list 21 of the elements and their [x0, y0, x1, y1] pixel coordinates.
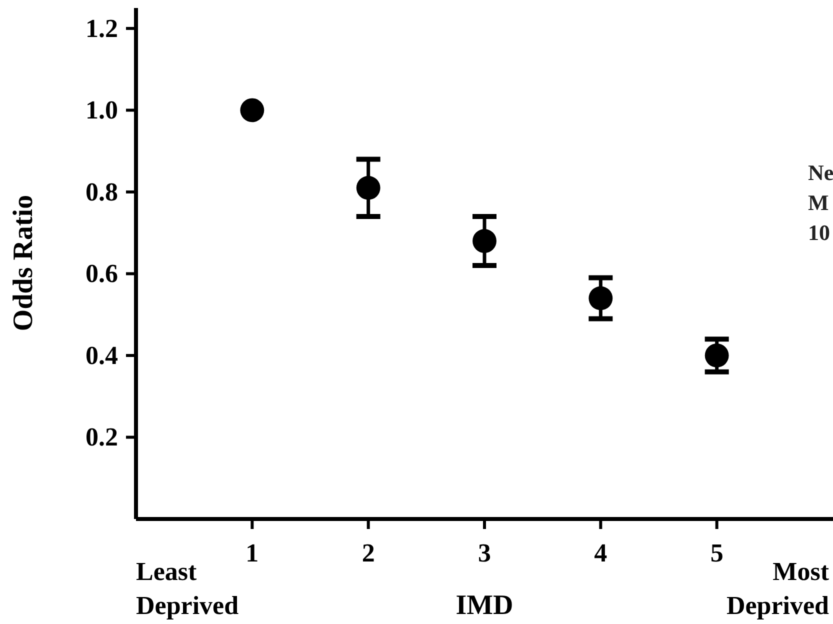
text: Least Deprived — [136, 557, 240, 620]
point — [240, 98, 264, 122]
y-tick-label: 0.4 — [86, 340, 118, 370]
point — [472, 229, 496, 253]
point — [704, 344, 729, 368]
y-tick-label: 1.2 — [86, 14, 118, 43]
y-tick-label: 0.6 — [86, 259, 118, 288]
x-axis-title: IMD — [456, 590, 514, 621]
point — [588, 286, 613, 310]
x-tick-label: 3 — [478, 538, 491, 568]
x-tick-label: 4 — [594, 538, 608, 568]
y-tick-label: 0.8 — [86, 177, 118, 206]
y-tick-label: 1.0 — [86, 96, 118, 125]
annotation: Ne M 10 — [808, 160, 833, 245]
x-tick-label: 1 — [246, 538, 259, 568]
y-axis-title: Odds Ratio — [8, 194, 39, 332]
text: Most Deprived — [726, 557, 830, 620]
x-tick-label: 2 — [362, 538, 375, 568]
x-tick-label: 5 — [710, 538, 724, 568]
y-tick-label: 0.2 — [86, 422, 118, 452]
point — [356, 176, 380, 200]
